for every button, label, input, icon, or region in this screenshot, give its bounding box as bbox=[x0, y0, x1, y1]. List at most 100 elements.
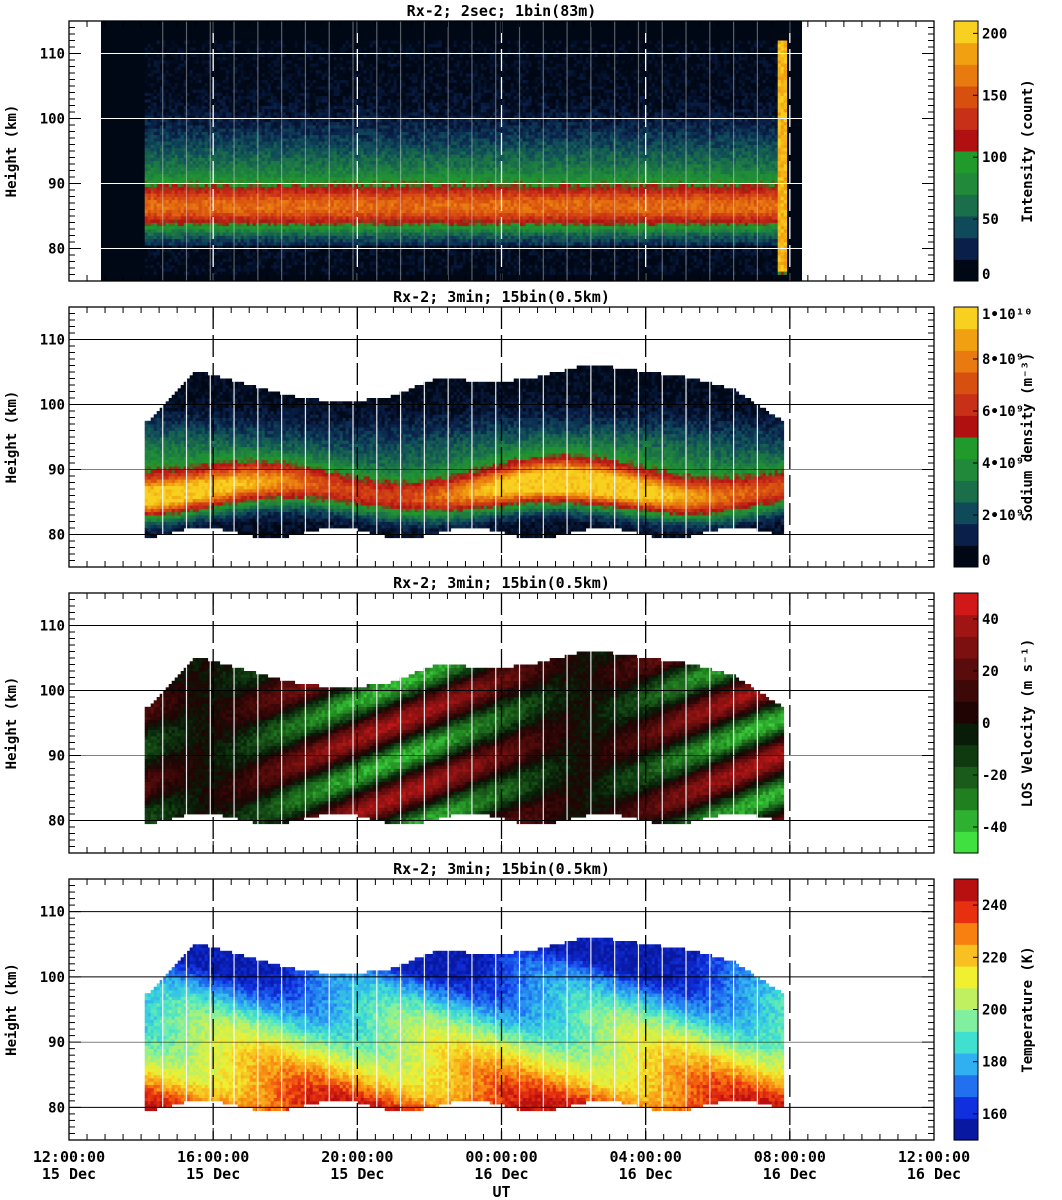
heat-cell bbox=[255, 186, 260, 191]
heat-cell bbox=[348, 203, 353, 207]
heat-cell bbox=[282, 79, 287, 84]
heat-cell bbox=[237, 193, 242, 197]
heat-cell bbox=[270, 154, 275, 158]
heat-cell bbox=[288, 95, 293, 100]
heat-cell bbox=[210, 102, 215, 106]
heat-cell bbox=[174, 60, 179, 64]
heat-cell bbox=[228, 186, 233, 191]
heat-cell bbox=[201, 196, 206, 201]
heat-cell bbox=[297, 63, 302, 67]
heat-cell bbox=[213, 203, 218, 207]
heat-cell bbox=[303, 144, 308, 149]
heat-cell bbox=[258, 209, 263, 214]
heat-cell bbox=[162, 212, 167, 217]
heat-cell bbox=[294, 40, 299, 45]
heat-cell bbox=[183, 76, 188, 80]
heat-cell bbox=[234, 255, 239, 259]
heat-cell bbox=[264, 199, 269, 204]
heat-cell bbox=[273, 167, 278, 171]
heat-cell bbox=[309, 115, 314, 119]
heat-cell bbox=[153, 190, 158, 194]
heat-cell bbox=[270, 108, 275, 113]
heat-cell bbox=[246, 73, 251, 77]
heat-cell bbox=[273, 53, 278, 58]
heat-cell bbox=[174, 219, 179, 223]
heat-cell bbox=[207, 69, 212, 74]
heat-cell bbox=[255, 115, 260, 119]
heat-cell bbox=[207, 186, 212, 191]
heat-cell bbox=[342, 235, 347, 240]
heat-cell bbox=[195, 251, 200, 256]
heat-cell bbox=[324, 216, 329, 220]
heat-cell bbox=[303, 229, 308, 233]
heat-cell bbox=[210, 186, 215, 191]
heat-cell bbox=[177, 73, 182, 77]
heat-cell bbox=[153, 268, 158, 272]
heat-cell bbox=[327, 102, 332, 106]
heat-cell bbox=[264, 134, 269, 139]
heat-cell bbox=[240, 60, 245, 64]
heat-cell bbox=[192, 190, 197, 194]
heat-cell bbox=[144, 60, 149, 64]
heat-cell bbox=[183, 258, 188, 262]
heat-cell bbox=[174, 199, 179, 204]
heat-cell bbox=[258, 56, 263, 61]
heat-cell bbox=[216, 268, 221, 272]
heat-cell bbox=[204, 131, 209, 136]
heat-cell bbox=[153, 151, 158, 155]
heat-cell bbox=[297, 183, 302, 188]
heat-cell bbox=[273, 66, 278, 71]
heat-cell bbox=[273, 190, 278, 194]
heat-cell bbox=[279, 76, 284, 80]
heat-cell bbox=[162, 115, 167, 119]
heat-cell bbox=[165, 102, 170, 106]
heat-cell bbox=[231, 271, 236, 275]
heat-cell bbox=[189, 225, 194, 230]
heat-cell bbox=[249, 95, 254, 100]
heat-cell bbox=[267, 190, 272, 194]
heat-cell bbox=[228, 199, 233, 204]
heat-cell bbox=[174, 206, 179, 210]
heat-cell bbox=[255, 212, 260, 217]
heat-cell bbox=[252, 216, 257, 220]
heat-cell bbox=[192, 43, 197, 48]
heat-cell bbox=[159, 232, 164, 236]
heat-cell bbox=[342, 53, 347, 58]
heat-cell bbox=[267, 128, 272, 132]
heat-cell bbox=[288, 76, 293, 80]
heat-cell bbox=[339, 50, 344, 54]
heat-cell bbox=[297, 144, 302, 149]
heat-cell bbox=[210, 225, 215, 230]
heat-cell bbox=[330, 115, 335, 119]
heat-cell bbox=[264, 167, 269, 171]
heat-cell bbox=[180, 47, 185, 51]
heat-cell bbox=[156, 50, 161, 54]
heat-cell bbox=[306, 134, 311, 139]
heat-cell bbox=[189, 271, 194, 275]
heat-cell bbox=[234, 199, 239, 204]
heat-cell bbox=[342, 66, 347, 71]
heat-cell bbox=[297, 40, 302, 45]
heat-cell bbox=[144, 245, 149, 249]
heat-cell bbox=[348, 271, 353, 275]
heat-cell bbox=[222, 47, 227, 51]
heat-cell bbox=[282, 121, 287, 126]
heat-cell bbox=[267, 95, 272, 100]
heat-cell bbox=[291, 92, 296, 97]
heat-cell bbox=[258, 144, 263, 149]
heat-cell bbox=[168, 66, 173, 71]
heat-cell bbox=[294, 245, 299, 249]
heat-cell bbox=[210, 125, 215, 129]
heat-cell bbox=[174, 157, 179, 162]
heat-cell bbox=[222, 248, 227, 253]
heat-cell bbox=[303, 141, 308, 145]
heat-cell bbox=[216, 258, 221, 262]
heat-cell bbox=[144, 173, 149, 178]
heat-cell bbox=[201, 183, 206, 188]
heat-cell bbox=[246, 151, 251, 155]
heat-cell bbox=[225, 131, 230, 136]
heat-cell bbox=[342, 193, 347, 197]
heat-cell bbox=[291, 53, 296, 58]
heat-cell bbox=[267, 177, 272, 181]
heat-cell bbox=[189, 177, 194, 181]
